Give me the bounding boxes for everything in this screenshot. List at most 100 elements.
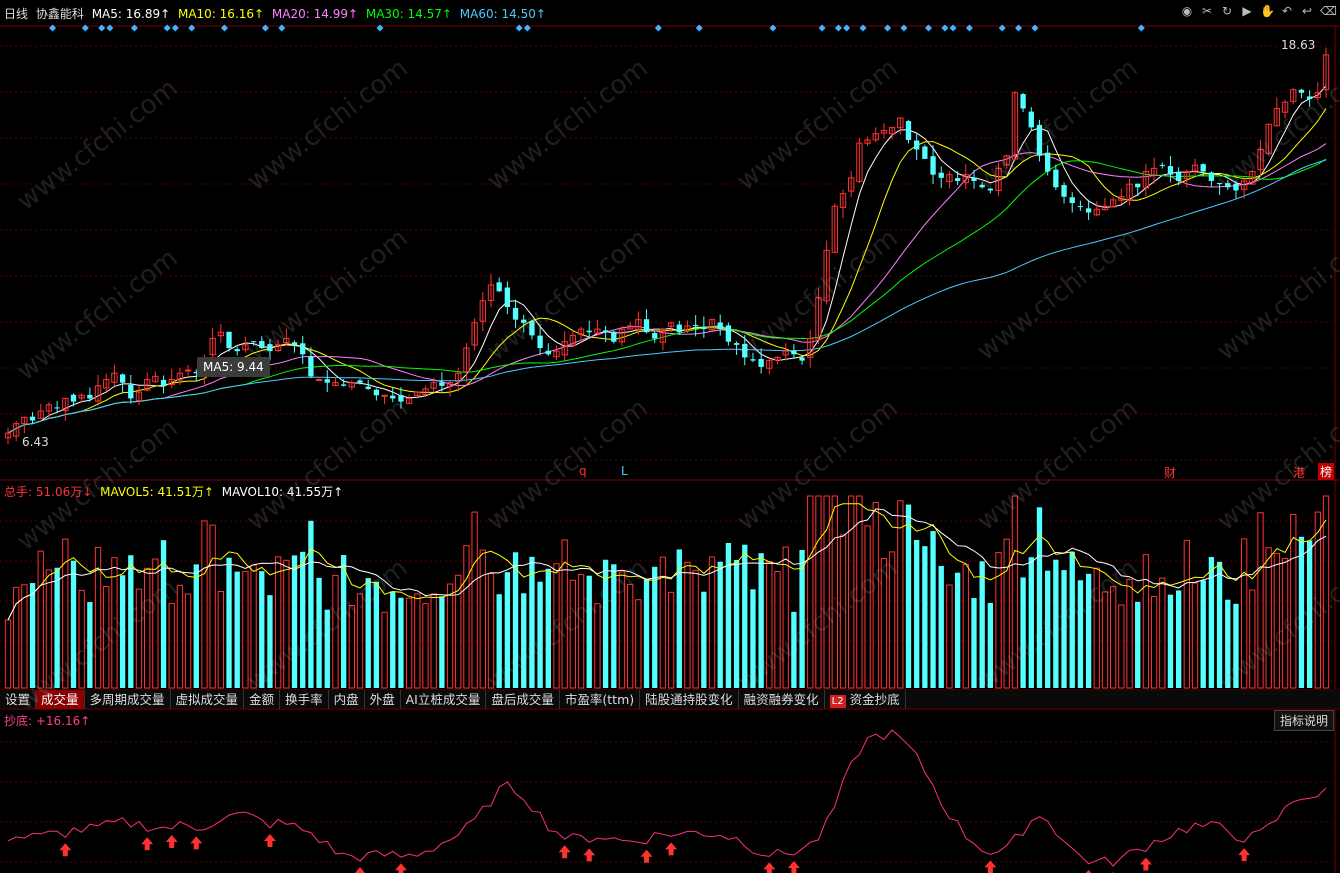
- tab-turnover[interactable]: 换手率: [280, 690, 329, 709]
- volume-bar: [4, 619, 12, 689]
- tab-fund-bottom[interactable]: L2 资金抄底: [825, 690, 906, 709]
- marker-gang[interactable]: 港: [1293, 466, 1306, 480]
- candle-body: [324, 379, 330, 383]
- volume-bar: [611, 564, 617, 688]
- stock-name[interactable]: 协鑫能科: [35, 7, 84, 21]
- tab-amount[interactable]: 金额: [244, 690, 281, 709]
- indicator-help-button[interactable]: 指标说明: [1273, 710, 1334, 731]
- signal-diamond: [843, 24, 851, 32]
- candle-body: [152, 375, 159, 383]
- back-icon[interactable]: ↩: [1301, 4, 1313, 18]
- volume-bar: [856, 495, 863, 689]
- volume-bar: [897, 500, 904, 689]
- tab-pe-ttm[interactable]: 市盈率(ttm): [560, 690, 641, 709]
- candle-body: [1028, 111, 1034, 128]
- volume-bar: [87, 602, 93, 688]
- volume-bar: [839, 534, 847, 689]
- tab-outer[interactable]: 外盘: [365, 690, 401, 709]
- play-icon[interactable]: ▶: [1242, 4, 1252, 18]
- candle-body: [742, 343, 748, 358]
- tab-hk-connect[interactable]: 陆股通持股变化: [640, 690, 739, 709]
- eye-icon[interactable]: ◉: [1181, 4, 1193, 18]
- candle-body: [234, 349, 240, 352]
- hand-icon[interactable]: ✋: [1260, 4, 1275, 18]
- marker-q[interactable]: q: [579, 464, 587, 478]
- candle-body: [708, 319, 716, 331]
- marker-bang[interactable]: 榜: [1318, 463, 1335, 480]
- volume-bar: [13, 586, 20, 689]
- signal-diamond: [515, 24, 523, 32]
- candle-body: [62, 397, 69, 411]
- marker-cai[interactable]: 财: [1164, 466, 1177, 480]
- candle-body: [815, 297, 822, 340]
- candle-body: [21, 416, 28, 425]
- candle-body: [1191, 164, 1199, 172]
- marker-l[interactable]: L: [621, 464, 628, 478]
- signal-diamond: [695, 24, 703, 32]
- volume-bar: [1135, 601, 1141, 688]
- refresh-icon[interactable]: ↻: [1221, 4, 1233, 18]
- volume-bar: [259, 571, 265, 688]
- mavol10-line: [7, 508, 1327, 621]
- candle-body: [479, 300, 486, 322]
- candle-body: [1126, 183, 1133, 201]
- volume-bar: [659, 556, 667, 689]
- volume-bar: [365, 578, 371, 688]
- candle-body: [839, 193, 847, 208]
- candle-body: [274, 344, 282, 351]
- candle-body: [471, 322, 478, 346]
- tab-margin[interactable]: 融资融券变化: [739, 690, 825, 709]
- candle-body: [111, 372, 118, 383]
- candle-body: [94, 385, 102, 402]
- volume-bar: [602, 559, 609, 688]
- volume-bar: [390, 591, 396, 688]
- candle-body: [791, 350, 797, 355]
- volume-bar: [1175, 590, 1182, 688]
- candle-body: [315, 379, 323, 382]
- candle-body: [1183, 171, 1190, 180]
- volume-bar: [717, 561, 723, 688]
- volume-bar: [111, 557, 118, 689]
- volume-bar: [1020, 577, 1026, 688]
- candle-body: [897, 117, 904, 129]
- volume-bar: [209, 524, 216, 689]
- candle-body: [135, 391, 143, 402]
- undo-icon[interactable]: ↶: [1281, 4, 1293, 18]
- ma20-value: MA20: 14.99↑: [271, 7, 359, 21]
- candle-body: [504, 287, 511, 308]
- buy-arrow-icon: [190, 836, 203, 850]
- candle-body: [586, 330, 592, 333]
- candle-body: [684, 325, 691, 331]
- tab-multi-period-volume[interactable]: 多周期成交量: [85, 690, 171, 709]
- candle-body: [308, 356, 314, 377]
- tab-settings[interactable]: 设置: [0, 690, 37, 709]
- candle-body: [373, 389, 380, 396]
- volume-bar: [946, 584, 953, 689]
- tab-volume[interactable]: 成交量: [36, 690, 85, 709]
- candle-body: [922, 146, 928, 159]
- candle-body: [872, 133, 879, 141]
- mavol10-value: MAVOL10: 41.55万↑: [221, 485, 344, 499]
- tab-virtual-volume[interactable]: 虚拟成交量: [171, 690, 245, 709]
- signal-diamond: [188, 24, 196, 32]
- tab-after-hours-volume[interactable]: 盘后成交量: [486, 690, 560, 709]
- trash-icon[interactable]: ⌫: [1320, 4, 1337, 18]
- period-label[interactable]: 日线: [4, 7, 29, 21]
- volume-bar: [1298, 536, 1305, 688]
- signal-diamond: [998, 24, 1006, 32]
- candle-body: [888, 126, 896, 135]
- volume-bar: [627, 583, 634, 689]
- candle-body: [4, 432, 12, 439]
- ma5-tooltip: MA5: 9.44: [197, 357, 270, 377]
- tab-inner[interactable]: 内盘: [329, 690, 365, 709]
- candle-body: [659, 328, 667, 343]
- candle-body: [733, 343, 740, 345]
- volume-bar: [430, 593, 437, 689]
- candle-body: [799, 357, 805, 361]
- volume-bar: [1003, 538, 1010, 689]
- scissors-icon[interactable]: ✂: [1201, 4, 1213, 18]
- candle-body: [209, 338, 216, 356]
- tab-ai-volume[interactable]: AI立桩成交量: [401, 690, 487, 709]
- candle-body: [946, 174, 953, 183]
